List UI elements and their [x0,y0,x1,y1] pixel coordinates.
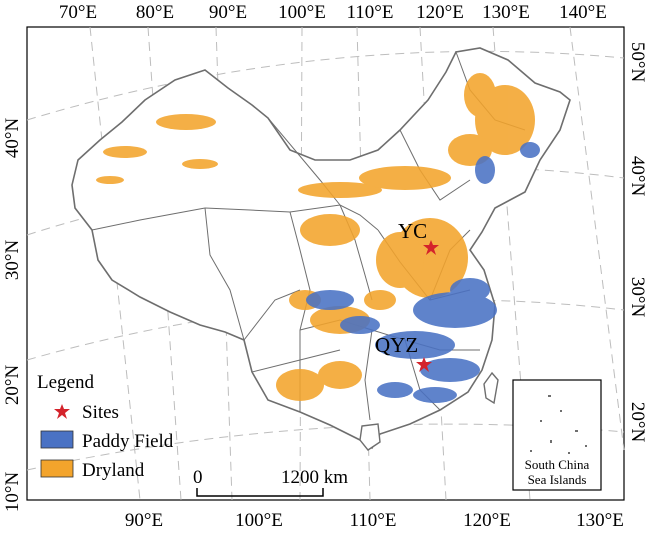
top-tick-label: 100°E [278,2,326,23]
top-tick-label: 90°E [209,2,247,23]
map-frame [26,26,625,501]
legend-paddy-swatch [40,430,74,449]
site-yc-star-icon [423,240,439,255]
bottom-tick-labels: 90°E 100°E 110°E 120°E 130°E [125,510,624,531]
top-tick-label: 80°E [136,2,174,23]
legend-sites-star-icon [54,404,70,419]
inset-label-line2: Sea Islands [528,472,587,487]
scale-bar-line [196,488,324,497]
hainan-outline [359,423,381,451]
right-tick-label: 40°N [627,156,648,197]
site-qyz-star-icon [416,357,432,372]
inset-box [512,379,602,491]
legend: Legend Sites Paddy Field Dryland [37,372,174,481]
left-tick-label: 30°N [2,240,23,281]
right-tick-label: 50°N [627,42,648,83]
legend-paddy-label: Paddy Field [82,431,174,452]
scale-bar-start-label: 0 [193,467,203,488]
site-yc: YC [398,219,439,255]
bottom-tick-label: 90°E [125,510,163,531]
legend-dryland-swatch [40,459,74,478]
scale-bar: 0 1200 km [193,467,348,497]
right-tick-labels: 50°N 40°N 30°N 20°N [627,42,648,443]
right-tick-label: 20°N [627,402,648,443]
site-qyz: QYZ [375,333,432,372]
bottom-tick-label: 110°E [350,510,397,531]
top-tick-label: 140°E [559,2,607,23]
right-tick-label: 30°N [627,277,648,318]
bottom-tick-label: 120°E [463,510,511,531]
left-tick-labels: 40°N 30°N 20°N 10°N [2,118,23,513]
inset-label-line1: South China [525,457,590,472]
inset-islands [530,395,587,454]
left-tick-label: 20°N [2,365,23,406]
left-tick-label: 10°N [2,472,23,513]
top-tick-label: 130°E [482,2,530,23]
legend-sites-label: Sites [82,402,119,423]
top-tick-label: 70°E [59,2,97,23]
site-yc-label: YC [398,219,427,243]
taiwan-outline [483,371,499,405]
bottom-tick-label: 130°E [576,510,624,531]
scale-bar-end-label: 1200 km [281,467,348,488]
left-tick-label: 40°N [2,118,23,159]
legend-title: Legend [37,372,94,393]
dryland-areas [96,73,535,401]
top-tick-label: 120°E [416,2,464,23]
top-tick-labels: 70°E 80°E 90°E 100°E 110°E 120°E 130°E 1… [59,2,607,23]
legend-dryland-label: Dryland [82,460,145,481]
paddy-areas [306,142,540,403]
bottom-tick-label: 100°E [235,510,283,531]
top-tick-label: 110°E [347,2,394,23]
site-qyz-label: QYZ [375,333,418,357]
